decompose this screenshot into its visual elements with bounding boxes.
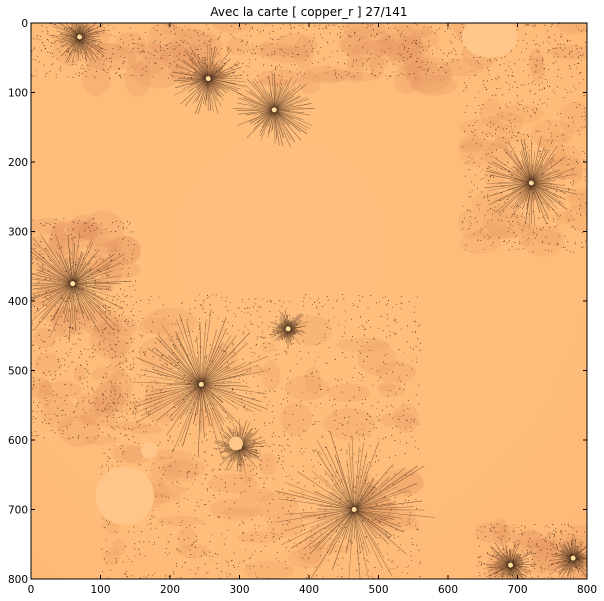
y-tick-label: 500 <box>8 366 28 378</box>
x-axis: 0 100 200 300 400 500 600 700 800 <box>28 23 597 596</box>
y-tick-label: 0 <box>21 18 28 30</box>
y-tick-label: 700 <box>8 505 28 517</box>
x-tick-label: 800 <box>577 584 597 596</box>
x-tick-label: 600 <box>438 584 458 596</box>
plot-area <box>31 23 587 579</box>
y-tick-label: 200 <box>8 157 28 169</box>
x-tick-label: 300 <box>229 584 249 596</box>
y-tick-label: 400 <box>8 296 28 308</box>
x-tick-label: 200 <box>160 584 180 596</box>
y-tick-label: 300 <box>8 227 28 239</box>
y-tick-label: 600 <box>8 435 28 447</box>
fractal-image <box>31 23 587 579</box>
y-tick-label: 100 <box>8 88 28 100</box>
x-tick-label: 500 <box>368 584 388 596</box>
x-tick-label: 100 <box>90 584 110 596</box>
y-axis: 0 100 200 300 400 500 600 700 800 <box>8 18 587 586</box>
x-tick-label: 0 <box>28 584 35 596</box>
y-tick-label: 800 <box>8 574 28 586</box>
x-tick-label: 700 <box>507 584 527 596</box>
chart-title: Avec la carte [ copper_r ] 27/141 <box>210 5 407 19</box>
x-tick-label: 400 <box>299 584 319 596</box>
